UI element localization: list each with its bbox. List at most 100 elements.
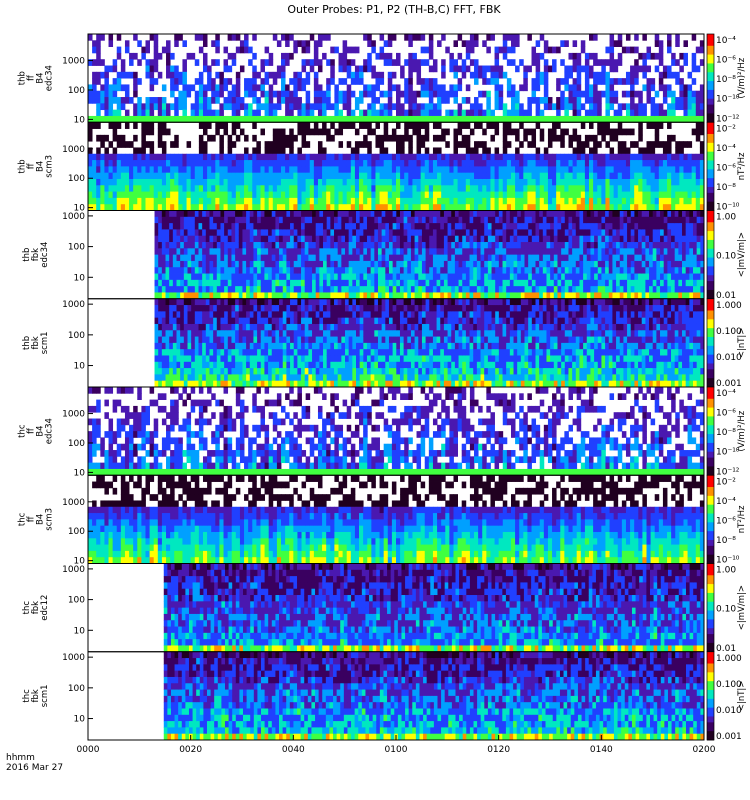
heatmap-cell (257, 267, 262, 274)
heatmap-cell (388, 229, 394, 237)
heatmap-cell (445, 204, 450, 211)
heatmap-cell (437, 185, 442, 192)
heatmap-cell (275, 292, 280, 300)
heatmap-cell (667, 122, 672, 129)
heatmap-cell (178, 197, 183, 205)
heatmap-cell (486, 46, 491, 54)
heatmap-cell (396, 178, 401, 186)
heatmap-cell (619, 216, 624, 224)
heatmap-cell (482, 115, 487, 123)
heatmap-cell (260, 242, 265, 249)
heatmap-cell (646, 153, 652, 161)
heatmap-cell (313, 40, 319, 47)
heatmap-cell (658, 40, 664, 47)
heatmap-cell (575, 235, 580, 243)
heatmap-cell (649, 267, 654, 274)
heatmap-cell (560, 59, 565, 66)
heatmap-cell (491, 235, 496, 243)
heatmap-cell (183, 273, 188, 281)
heatmap-cell (638, 134, 643, 142)
heatmap-cell (354, 178, 360, 186)
heatmap-cell (469, 292, 474, 300)
heatmap-cell (593, 204, 598, 211)
heatmap-cell (317, 34, 323, 41)
heatmap-cell (638, 103, 643, 111)
heatmap-cell (462, 273, 467, 281)
heatmap-cell (161, 84, 167, 92)
heatmap-cell (531, 229, 536, 237)
heatmap-cell (279, 210, 284, 218)
heatmap-cell (253, 279, 258, 287)
heatmap-cell (312, 273, 317, 281)
heatmap-cell (153, 178, 159, 186)
heatmap-cell (323, 254, 328, 262)
heatmap-cell (322, 128, 327, 136)
heatmap-cell (239, 172, 245, 180)
heatmap-cell (137, 204, 142, 211)
heatmap-cell (354, 191, 360, 199)
heatmap-cell (346, 59, 352, 66)
heatmap-cell (129, 59, 134, 66)
heatmap-cell (484, 229, 489, 237)
heatmap-cell (246, 279, 251, 287)
heatmap-cell (359, 65, 364, 73)
heatmap-cell (465, 260, 470, 268)
heatmap-cell (593, 59, 598, 66)
heatmap-cell (348, 216, 353, 224)
heatmap-cell (387, 71, 393, 79)
heatmap-cell (211, 172, 216, 180)
heatmap-cell (568, 204, 573, 211)
heatmap-cell (385, 229, 390, 237)
heatmap-cell (617, 172, 623, 180)
heatmap-cell (642, 52, 647, 60)
heatmap-cell (161, 46, 167, 54)
heatmap-cell (699, 178, 705, 186)
heatmap-cell (506, 223, 511, 230)
heatmap-cell (613, 109, 619, 117)
heatmap-cell (469, 71, 475, 79)
heatmap-cell (207, 134, 212, 142)
heatmap-cell (194, 254, 199, 262)
heatmap-cell (182, 109, 187, 117)
heatmap-cell (249, 254, 254, 262)
heatmap-cell (506, 273, 511, 281)
heatmap-cell (235, 109, 241, 117)
heatmap-cell (531, 242, 536, 249)
heatmap-cell (345, 286, 350, 293)
heatmap-cell (104, 71, 109, 79)
heatmap-cell (194, 103, 200, 111)
heatmap-cell (531, 160, 537, 167)
heatmap-cell (619, 235, 624, 243)
heatmap-cell (634, 216, 639, 224)
heatmap-cell (642, 103, 647, 111)
heatmap-cell (593, 109, 598, 117)
heatmap-cell (594, 273, 599, 281)
heatmap-cell (621, 78, 627, 85)
heatmap-cell (367, 166, 372, 174)
heatmap-cell (219, 172, 224, 180)
heatmap-cell (88, 84, 93, 92)
heatmap-cell (654, 103, 660, 111)
heatmap-cell (275, 260, 280, 268)
heatmap-cell (186, 115, 192, 123)
heatmap-cell (377, 292, 383, 300)
heatmap-cell (145, 153, 150, 161)
heatmap-cell (524, 216, 529, 224)
heatmap-cell (108, 103, 114, 111)
heatmap-cell (612, 242, 617, 249)
heatmap-cell (264, 185, 270, 192)
heatmap-cell (432, 109, 438, 117)
heatmap-cell (246, 273, 251, 281)
heatmap-cell (642, 172, 647, 180)
heatmap-cell (129, 97, 134, 104)
heatmap-cell (608, 260, 613, 268)
heatmap-cell (580, 65, 586, 73)
heatmap-cell (519, 109, 524, 117)
heatmap-cell (276, 147, 282, 155)
heatmap-cell (601, 229, 606, 237)
heatmap-cell (312, 279, 317, 287)
heatmap-cell (88, 147, 93, 155)
heatmap-cell (454, 235, 459, 243)
heatmap-cell (584, 109, 590, 117)
